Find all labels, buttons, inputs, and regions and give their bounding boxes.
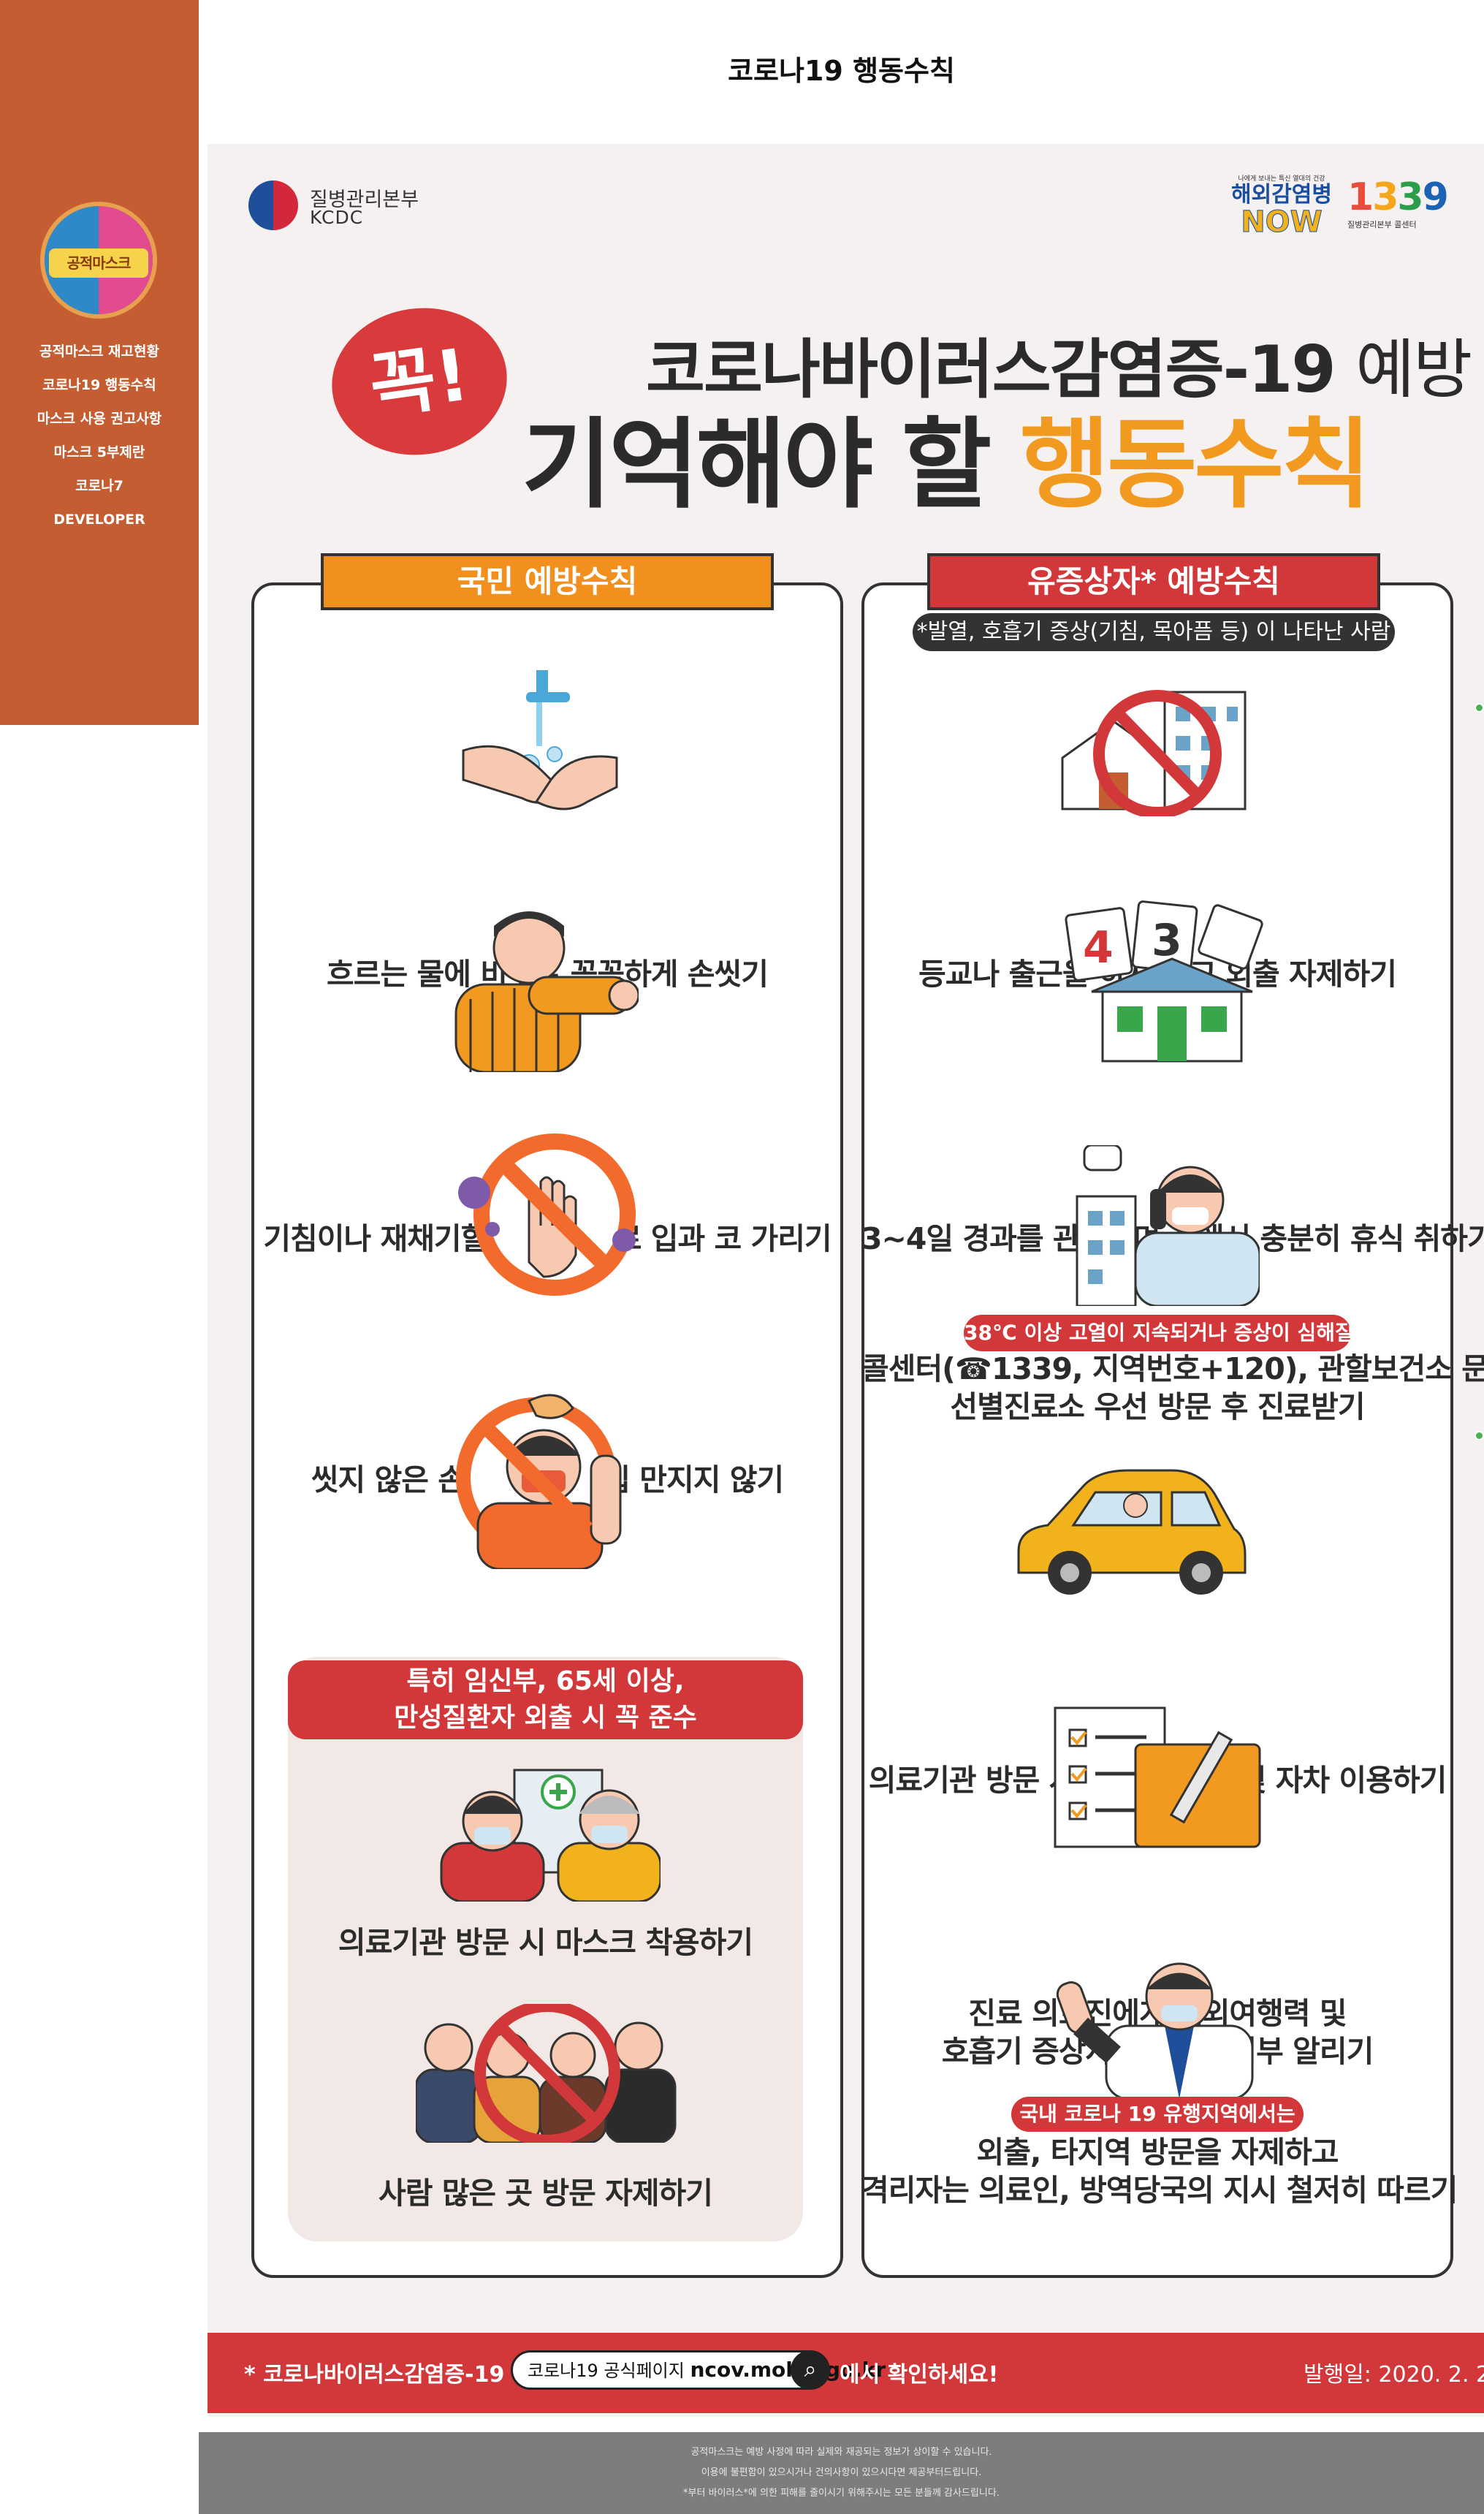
- rule-call-center: 콜센터(☎1339, 지역번호+120), 관할보건소 문의 및: [861, 1351, 1484, 1386]
- sidebar-item-developer[interactable]: DEVELOPER: [53, 512, 145, 528]
- site-footer: 공적마스크는 예방 사정에 따라 실제와 재공되는 정보가 상이할 수 있습니다…: [199, 2432, 1484, 2514]
- sidebar-nav: 공적마스크 재고현황 코로나19 행동수칙 마스크 사용 권고사항 마스크 5부…: [0, 335, 199, 536]
- callcenter-1339-badge: 1339 질병관리본부 콜센터: [1347, 176, 1450, 242]
- sidebar: 공적마스크 공적마스크 재고현황 코로나19 행동수칙 마스크 사용 권고사항 …: [0, 0, 199, 725]
- badge-now-line2: NOW: [1241, 205, 1323, 239]
- svg-text:4: 4: [1083, 922, 1114, 973]
- bubble-text: 꼭!: [322, 297, 517, 466]
- cough-sleeve-icon: [454, 911, 639, 1072]
- poster-footer: * 코로나바이러스감염증-19 정보는 코로나19 공식페이지 ncov.moh…: [208, 2333, 1484, 2413]
- rule-mask-at-hospital: 의료기관 방문 시 마스크 착용하기: [338, 1925, 753, 1960]
- footer-line-2: 이용에 불편함이 있으시거나 건의사항이 있으시다면 제공부터드립니다.: [701, 2467, 982, 2478]
- search-icon: ⌕: [791, 2350, 830, 2390]
- sidebar-item-mask-stock[interactable]: 공적마스크 재고현황: [39, 343, 159, 360]
- avoid-contact-icon: [456, 1394, 622, 1569]
- badge-now-sub: 나에게 보내는 특신 열대의 건강: [1238, 175, 1325, 183]
- sidebar-item-covid-rules[interactable]: 코로나19 행동수칙: [42, 377, 156, 393]
- travel-history-icon: [1054, 1706, 1261, 1848]
- poster-image: 질병관리본부 KCDC 나에게 보내는 특신 열대의 건강 해외감염병 NOW …: [208, 144, 1484, 2417]
- scroll-indicator-dot[interactable]: [1475, 1431, 1484, 1440]
- publish-date: 발행일: 2020. 2. 25: [1304, 2362, 1484, 2388]
- symptomatic-rules-header: 유증상자* 예방수칙: [927, 553, 1380, 610]
- scroll-indicator-dot[interactable]: [1475, 703, 1484, 713]
- kcdc-org-name: 질병관리본부: [310, 189, 419, 211]
- overseas-disease-now-badge: 나에게 보내는 특신 열대의 건강 해외감염병 NOW: [1230, 173, 1333, 243]
- no-crowd-icon: [416, 2004, 677, 2143]
- rule-refrain-travel: 외출, 타지역 방문을 자제하고: [976, 2135, 1339, 2170]
- sidebar-item-mask-5day[interactable]: 마스크 5부제란: [53, 444, 145, 460]
- handwash-icon: [462, 670, 618, 810]
- footer-check-text: 에서 확인하세요!: [840, 2362, 999, 2388]
- rule-avoid-crowds: 사람 많은 곳 방문 자제하기: [378, 2176, 713, 2211]
- special-care-header: 특히 임신부, 65세 이상, 만성질환자 외출 시 꼭 준수: [288, 1660, 803, 1739]
- doctor-icon: [1056, 1962, 1254, 2099]
- symptomatic-note: *발열, 호흡기 증상(기침, 목아픔 등) 이 나타난 사람: [913, 613, 1395, 651]
- svg-text:3: 3: [1152, 915, 1182, 966]
- stay-home-icon: [1061, 690, 1247, 816]
- footer-line-3: *부터 바이러스*에 의한 피해를 줄이시기 위해주시는 모든 분들께 감사드립…: [683, 2488, 1000, 2499]
- kcdc-emblem-icon: [248, 181, 298, 230]
- badge-now-line1: 해외감염병: [1231, 182, 1332, 208]
- speech-bubble: 꼭!: [322, 297, 517, 466]
- headline-line1: 코로나바이러스감염증-19 예방: [646, 332, 1472, 407]
- rule-screening-clinic: 선별진료소 우선 방문 후 진료받기: [950, 1389, 1365, 1424]
- special-care-box: [288, 1657, 803, 2241]
- no-touch-face-icon: [458, 1133, 636, 1296]
- sidebar-item-mask-recommend[interactable]: 마스크 사용 권고사항: [37, 411, 162, 427]
- official-url-pill: 코로나19 공식페이지 ncov.mohw.go.kr: [511, 2350, 886, 2390]
- rest-at-home-icon: 4 3: [1065, 900, 1263, 1063]
- site-logo[interactable]: 공적마스크: [40, 202, 157, 319]
- call-center-icon: [1076, 1145, 1260, 1306]
- citizen-rules-header: 국민 예방수칙: [321, 553, 774, 610]
- sidebar-item-corona7[interactable]: 코로나7: [75, 478, 123, 494]
- badge-1339-sub: 질병관리본부 콜센터: [1347, 220, 1417, 229]
- car-icon: [1017, 1469, 1247, 1595]
- rule-follow-quarantine: 격리자는 의료인, 방역당국의 지시 철저히 따르기: [861, 2173, 1458, 2208]
- mask-elderly-icon: [440, 1769, 661, 1902]
- badge-1339-number: 1339: [1347, 175, 1449, 219]
- logo-text: 공적마스크: [49, 248, 148, 278]
- kcdc-abbr: KCDC: [310, 207, 364, 228]
- fever-condition-pill: 38℃ 이상 고열이 지속되거나 증상이 심해질 경우: [964, 1315, 1399, 1351]
- headline-line2: 기억해야 할 행동수칙: [522, 408, 1371, 522]
- page-title: 코로나19 행동수칙: [728, 55, 955, 87]
- region-condition-pill: 국내 코로나 19 유행지역에서는: [1011, 2097, 1304, 2132]
- footer-line-1: 공적마스크는 예방 사정에 따라 실제와 재공되는 정보가 상이할 수 있습니다…: [690, 2447, 992, 2458]
